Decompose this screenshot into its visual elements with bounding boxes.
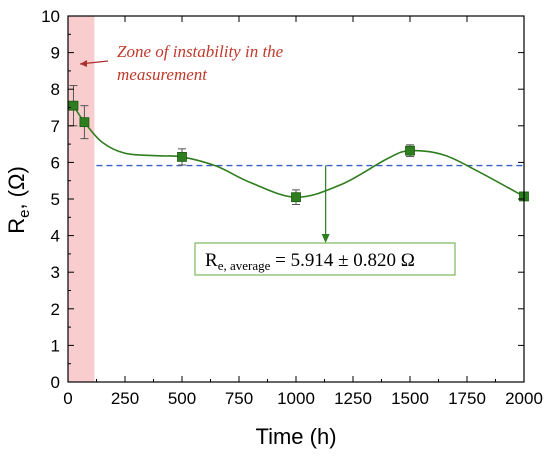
y-tick-label: 9: [51, 44, 60, 63]
data-marker: [79, 117, 90, 128]
y-tick-label: 1: [51, 336, 60, 355]
data-point: [291, 189, 301, 205]
average-arrowhead: [321, 234, 330, 243]
x-tick-label: 1000: [277, 389, 315, 408]
data-marker: [405, 145, 415, 156]
x-tick-label: 1500: [391, 389, 429, 408]
x-tick-label: 1250: [334, 389, 372, 408]
data-marker: [68, 100, 79, 111]
y-tick-label: 3: [51, 263, 60, 282]
y-tick-label: 8: [51, 80, 60, 99]
x-tick-label: 0: [63, 389, 72, 408]
instability-arrowhead: [80, 60, 87, 67]
x-tick-label: 750: [225, 389, 253, 408]
y-tick-label: 2: [51, 300, 60, 319]
svg-text:Re, average = 5.914 ± 0.820 Ω: Re, average = 5.914 ± 0.820 Ω: [205, 250, 415, 273]
x-tick-label: 1750: [448, 389, 486, 408]
x-tick-label: 500: [168, 389, 196, 408]
instability-zone-label-line2: measurement: [117, 65, 208, 84]
y-tick-label: 7: [51, 117, 60, 136]
y-tick-label: 4: [51, 227, 60, 246]
x-tick-label: 2000: [505, 389, 543, 408]
x-tick-label: 250: [111, 389, 139, 408]
data-marker: [177, 152, 187, 162]
average-label-value: = 5.914 ± 0.820 Ω: [270, 250, 415, 271]
y-axis-title: Re, (Ω): [4, 166, 33, 234]
data-point: [405, 144, 415, 158]
y-tick-label: 5: [51, 190, 60, 209]
average-label-main: R: [205, 250, 218, 271]
y-tick-label: 0: [51, 373, 60, 392]
y-tick-label: 10: [41, 7, 60, 26]
y-tick-label: 6: [51, 153, 60, 172]
fit-curve: [72, 105, 525, 198]
average-label-sub: e, average: [218, 258, 271, 273]
data-point: [177, 148, 187, 166]
data-marker: [291, 192, 301, 203]
instability-zone-label: Zone of instability in the: [117, 42, 284, 61]
average-annotation: Re, average = 5.914 ± 0.820 Ω: [194, 242, 456, 276]
x-axis-title: Time (h): [255, 424, 336, 449]
data-point: [79, 105, 90, 140]
